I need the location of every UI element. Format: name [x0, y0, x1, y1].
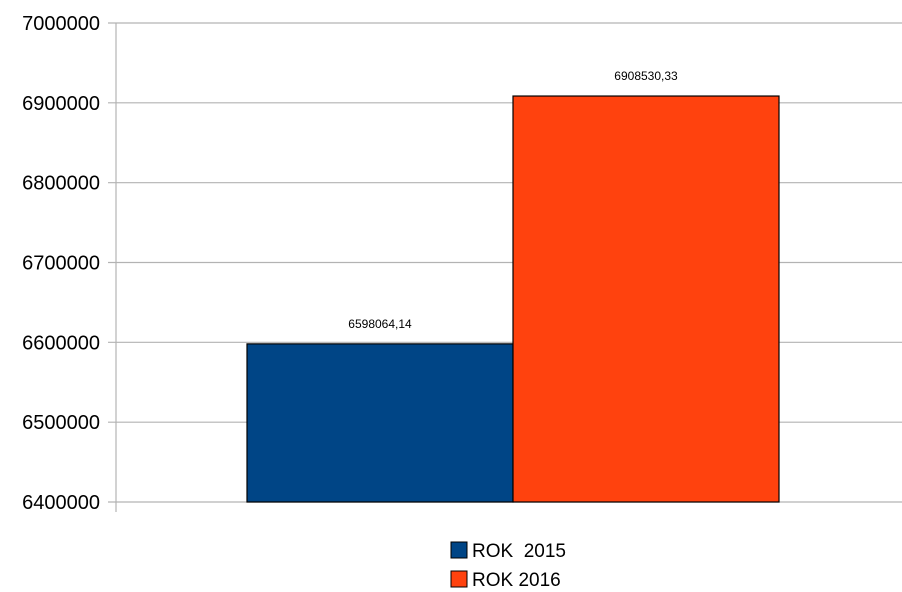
legend: ROK 2015 ROK 2016: [450, 541, 566, 591]
data-label: 6908530,33: [614, 69, 678, 83]
y-tick-label: 6800000: [22, 173, 100, 195]
y-tick-label: 6700000: [22, 253, 100, 275]
y-tick-label: 6400000: [22, 492, 100, 514]
legend-label: ROK 2015: [472, 541, 566, 562]
y-tick-label: 6900000: [22, 93, 100, 115]
data-labels: 6598064,14 6908530,33: [348, 69, 678, 331]
bars: [246, 95, 780, 503]
legend-label: ROK 2016: [472, 570, 561, 591]
bar-1: [246, 343, 514, 503]
y-tick-label: 6500000: [22, 412, 100, 434]
data-label: 6598064,14: [348, 317, 412, 331]
gridlines: [108, 22, 902, 503]
bar-2: [512, 95, 780, 503]
y-tick-label: 6600000: [22, 332, 100, 354]
y-tick-labels: 6400000 6500000 6600000 6700000 6800000 69000…: [22, 13, 100, 514]
legend-swatch: [450, 570, 468, 588]
legend-swatch: [450, 541, 468, 559]
y-tick-label: 7000000: [22, 13, 100, 35]
